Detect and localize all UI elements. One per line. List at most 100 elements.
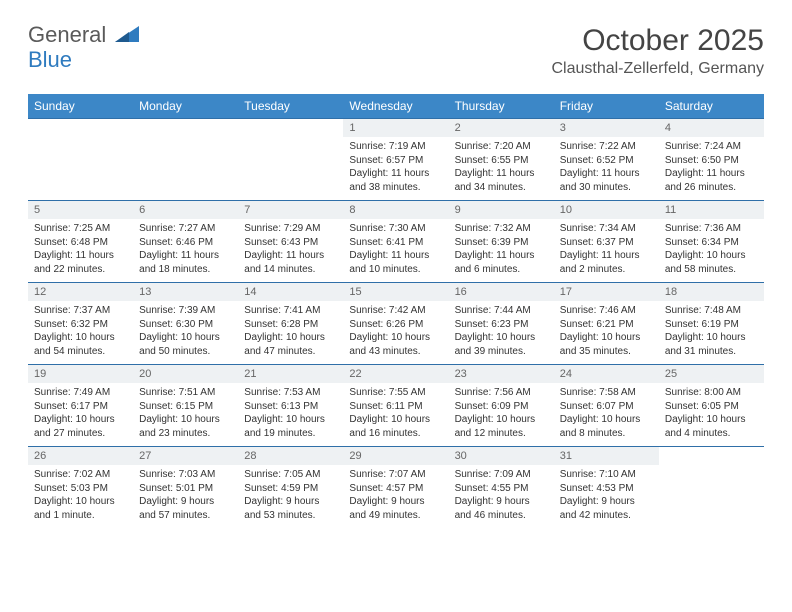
day-details: Sunrise: 7:09 AMSunset: 4:55 PMDaylight:… — [449, 465, 554, 528]
calendar-page: General Blue October 2025 Clausthal-Zell… — [0, 0, 792, 552]
day-details: Sunrise: 7:32 AMSunset: 6:39 PMDaylight:… — [449, 219, 554, 282]
calendar-day: 19Sunrise: 7:49 AMSunset: 6:17 PMDayligh… — [28, 365, 133, 447]
day-number: 25 — [659, 365, 764, 383]
calendar-day: 31Sunrise: 7:10 AMSunset: 4:53 PMDayligh… — [554, 447, 659, 529]
calendar-day: 2Sunrise: 7:20 AMSunset: 6:55 PMDaylight… — [449, 119, 554, 201]
day-number: 6 — [133, 201, 238, 219]
day-number: 27 — [133, 447, 238, 465]
logo: General Blue — [28, 24, 139, 73]
day-number: 20 — [133, 365, 238, 383]
day-details: Sunrise: 7:20 AMSunset: 6:55 PMDaylight:… — [449, 137, 554, 200]
calendar-day: 21Sunrise: 7:53 AMSunset: 6:13 PMDayligh… — [238, 365, 343, 447]
day-number: 19 — [28, 365, 133, 383]
calendar-day — [28, 119, 133, 201]
day-number: 18 — [659, 283, 764, 301]
calendar-day: 6Sunrise: 7:27 AMSunset: 6:46 PMDaylight… — [133, 201, 238, 283]
day-details: Sunrise: 7:27 AMSunset: 6:46 PMDaylight:… — [133, 219, 238, 282]
calendar-day: 24Sunrise: 7:58 AMSunset: 6:07 PMDayligh… — [554, 365, 659, 447]
day-number: 26 — [28, 447, 133, 465]
day-number: 4 — [659, 119, 764, 137]
calendar-table: Sunday Monday Tuesday Wednesday Thursday… — [28, 94, 764, 528]
calendar-day — [238, 119, 343, 201]
dayname: Saturday — [659, 94, 764, 119]
day-number: 16 — [449, 283, 554, 301]
day-details: Sunrise: 7:49 AMSunset: 6:17 PMDaylight:… — [28, 383, 133, 446]
calendar-day: 9Sunrise: 7:32 AMSunset: 6:39 PMDaylight… — [449, 201, 554, 283]
calendar-day — [659, 447, 764, 529]
day-number: 3 — [554, 119, 659, 137]
day-number: 23 — [449, 365, 554, 383]
logo-text-block: General Blue — [28, 24, 139, 73]
day-details: Sunrise: 7:36 AMSunset: 6:34 PMDaylight:… — [659, 219, 764, 282]
day-details: Sunrise: 7:22 AMSunset: 6:52 PMDaylight:… — [554, 137, 659, 200]
day-details: Sunrise: 7:24 AMSunset: 6:50 PMDaylight:… — [659, 137, 764, 200]
day-number: 15 — [343, 283, 448, 301]
calendar-day: 22Sunrise: 7:55 AMSunset: 6:11 PMDayligh… — [343, 365, 448, 447]
calendar-day: 20Sunrise: 7:51 AMSunset: 6:15 PMDayligh… — [133, 365, 238, 447]
calendar-week: 19Sunrise: 7:49 AMSunset: 6:17 PMDayligh… — [28, 365, 764, 447]
calendar-day: 11Sunrise: 7:36 AMSunset: 6:34 PMDayligh… — [659, 201, 764, 283]
day-details: Sunrise: 7:19 AMSunset: 6:57 PMDaylight:… — [343, 137, 448, 200]
calendar-week: 12Sunrise: 7:37 AMSunset: 6:32 PMDayligh… — [28, 283, 764, 365]
day-details: Sunrise: 7:29 AMSunset: 6:43 PMDaylight:… — [238, 219, 343, 282]
day-details: Sunrise: 7:48 AMSunset: 6:19 PMDaylight:… — [659, 301, 764, 364]
calendar-body: 1Sunrise: 7:19 AMSunset: 6:57 PMDaylight… — [28, 119, 764, 529]
day-details: Sunrise: 7:37 AMSunset: 6:32 PMDaylight:… — [28, 301, 133, 364]
calendar-day — [133, 119, 238, 201]
day-number: 10 — [554, 201, 659, 219]
day-number: 17 — [554, 283, 659, 301]
calendar-day: 29Sunrise: 7:07 AMSunset: 4:57 PMDayligh… — [343, 447, 448, 529]
calendar-day: 4Sunrise: 7:24 AMSunset: 6:50 PMDaylight… — [659, 119, 764, 201]
day-details: Sunrise: 7:46 AMSunset: 6:21 PMDaylight:… — [554, 301, 659, 364]
day-number: 12 — [28, 283, 133, 301]
calendar-day: 1Sunrise: 7:19 AMSunset: 6:57 PMDaylight… — [343, 119, 448, 201]
day-number: 28 — [238, 447, 343, 465]
calendar-day: 17Sunrise: 7:46 AMSunset: 6:21 PMDayligh… — [554, 283, 659, 365]
calendar-day: 25Sunrise: 8:00 AMSunset: 6:05 PMDayligh… — [659, 365, 764, 447]
day-details: Sunrise: 7:05 AMSunset: 4:59 PMDaylight:… — [238, 465, 343, 528]
day-details: Sunrise: 7:53 AMSunset: 6:13 PMDaylight:… — [238, 383, 343, 446]
day-number: 2 — [449, 119, 554, 137]
logo-arrow-icon — [115, 29, 139, 46]
day-number: 30 — [449, 447, 554, 465]
day-details: Sunrise: 7:42 AMSunset: 6:26 PMDaylight:… — [343, 301, 448, 364]
calendar-day: 16Sunrise: 7:44 AMSunset: 6:23 PMDayligh… — [449, 283, 554, 365]
day-number: 31 — [554, 447, 659, 465]
day-details: Sunrise: 7:25 AMSunset: 6:48 PMDaylight:… — [28, 219, 133, 282]
day-details: Sunrise: 7:41 AMSunset: 6:28 PMDaylight:… — [238, 301, 343, 364]
calendar-week: 1Sunrise: 7:19 AMSunset: 6:57 PMDaylight… — [28, 119, 764, 201]
day-number: 5 — [28, 201, 133, 219]
calendar-day: 18Sunrise: 7:48 AMSunset: 6:19 PMDayligh… — [659, 283, 764, 365]
day-number: 11 — [659, 201, 764, 219]
calendar-day: 23Sunrise: 7:56 AMSunset: 6:09 PMDayligh… — [449, 365, 554, 447]
logo-word-1: General — [28, 22, 106, 47]
logo-word-2: Blue — [28, 47, 72, 72]
calendar-day: 10Sunrise: 7:34 AMSunset: 6:37 PMDayligh… — [554, 201, 659, 283]
day-number: 21 — [238, 365, 343, 383]
day-number: 29 — [343, 447, 448, 465]
calendar-week: 26Sunrise: 7:02 AMSunset: 5:03 PMDayligh… — [28, 447, 764, 529]
day-number: 22 — [343, 365, 448, 383]
dayname: Monday — [133, 94, 238, 119]
day-details: Sunrise: 7:39 AMSunset: 6:30 PMDaylight:… — [133, 301, 238, 364]
day-details: Sunrise: 7:03 AMSunset: 5:01 PMDaylight:… — [133, 465, 238, 528]
calendar-day: 13Sunrise: 7:39 AMSunset: 6:30 PMDayligh… — [133, 283, 238, 365]
day-details: Sunrise: 7:51 AMSunset: 6:15 PMDaylight:… — [133, 383, 238, 446]
calendar-day: 14Sunrise: 7:41 AMSunset: 6:28 PMDayligh… — [238, 283, 343, 365]
title-block: October 2025 Clausthal-Zellerfeld, Germa… — [551, 24, 764, 78]
day-details: Sunrise: 7:44 AMSunset: 6:23 PMDaylight:… — [449, 301, 554, 364]
day-number: 7 — [238, 201, 343, 219]
calendar-day: 30Sunrise: 7:09 AMSunset: 4:55 PMDayligh… — [449, 447, 554, 529]
day-details: Sunrise: 7:02 AMSunset: 5:03 PMDaylight:… — [28, 465, 133, 528]
day-number: 1 — [343, 119, 448, 137]
day-details: Sunrise: 7:34 AMSunset: 6:37 PMDaylight:… — [554, 219, 659, 282]
dayname-row: Sunday Monday Tuesday Wednesday Thursday… — [28, 94, 764, 119]
day-details: Sunrise: 8:00 AMSunset: 6:05 PMDaylight:… — [659, 383, 764, 446]
day-details: Sunrise: 7:30 AMSunset: 6:41 PMDaylight:… — [343, 219, 448, 282]
calendar-day: 28Sunrise: 7:05 AMSunset: 4:59 PMDayligh… — [238, 447, 343, 529]
dayname: Wednesday — [343, 94, 448, 119]
day-details: Sunrise: 7:07 AMSunset: 4:57 PMDaylight:… — [343, 465, 448, 528]
dayname: Thursday — [449, 94, 554, 119]
day-number: 13 — [133, 283, 238, 301]
day-number: 9 — [449, 201, 554, 219]
